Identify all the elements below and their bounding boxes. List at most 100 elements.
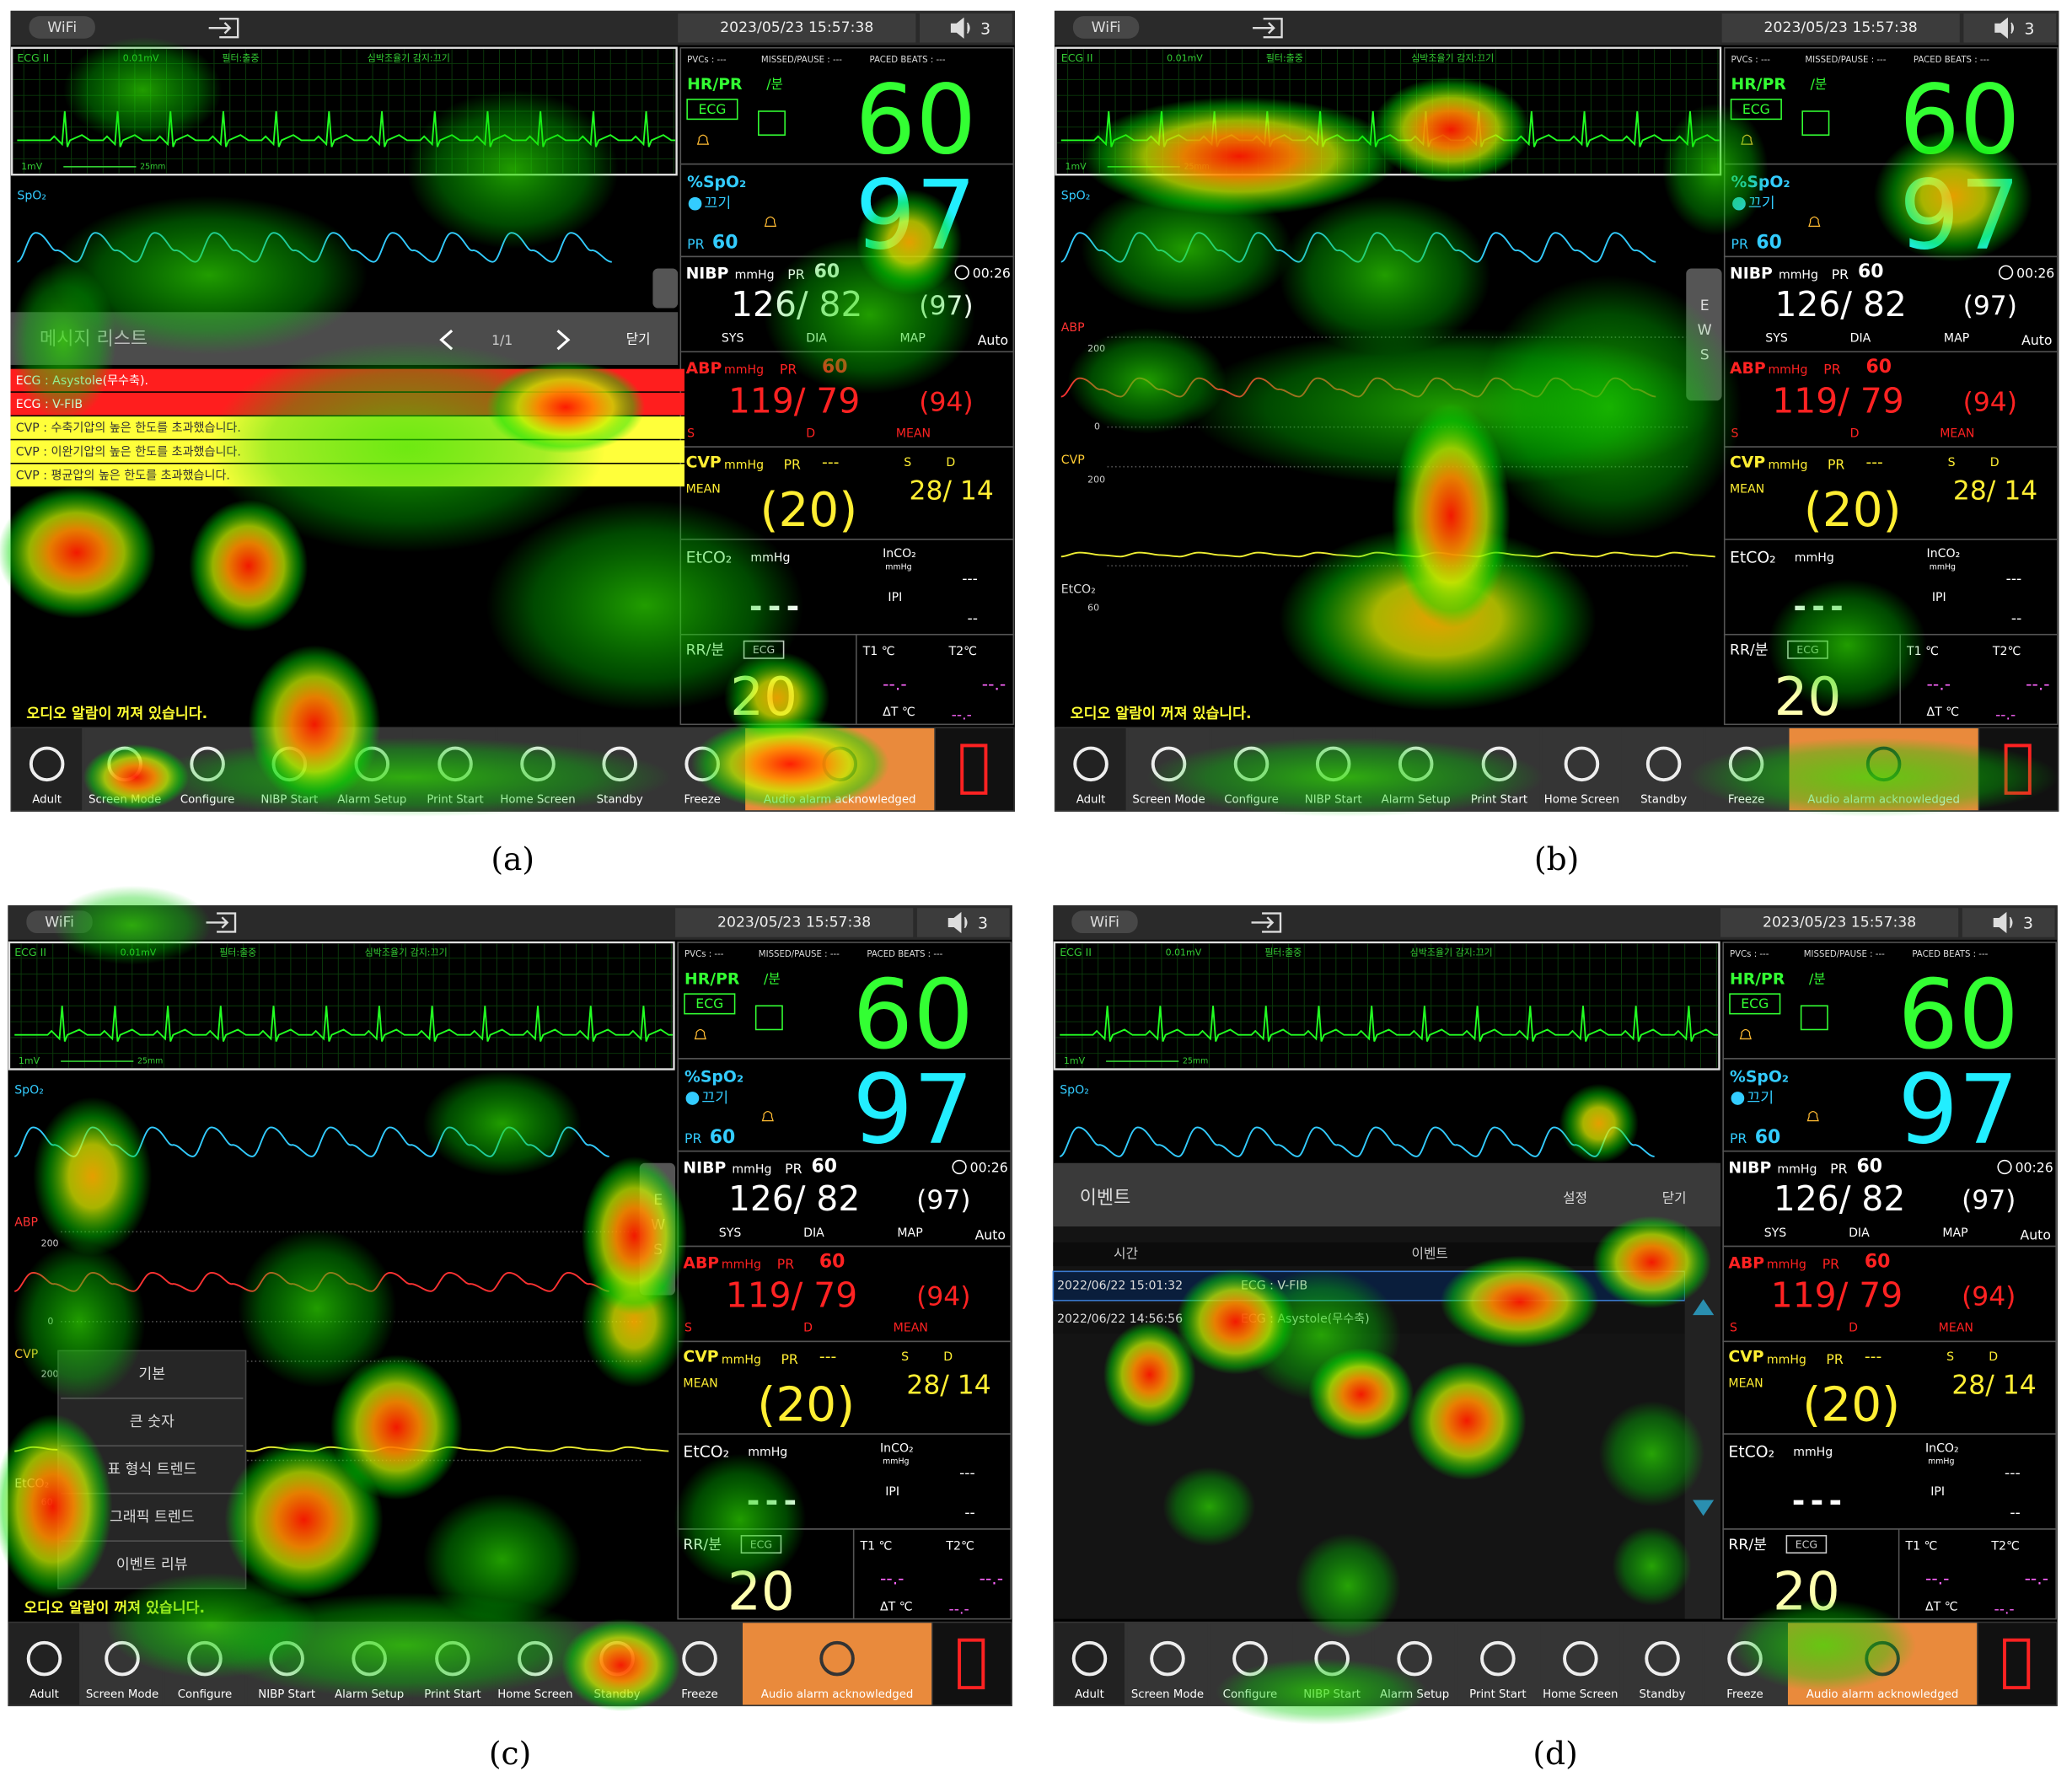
inco2-value: ---	[2005, 1465, 2021, 1482]
toolbar-label: Configure	[180, 794, 235, 807]
toolbar-button[interactable]	[1540, 1623, 1620, 1705]
nibp-value: 126/ 82	[1774, 1178, 1905, 1219]
ews-tab	[652, 268, 679, 309]
nibp-pr-label: PR	[787, 266, 804, 282]
ipi-value: --	[967, 610, 977, 627]
ipi-value: --	[2010, 1505, 2020, 1521]
toolbar-label: Adult	[1076, 794, 1106, 807]
toolbar-label: Print Start	[1471, 794, 1527, 807]
exit-icon	[208, 18, 239, 39]
nibp-timer: 00:26	[2016, 1160, 2053, 1176]
cvp-scale-max: 200	[41, 1369, 59, 1380]
t1-label: T1 ℃	[862, 645, 895, 658]
ecg-filter: 필터:출중	[1266, 52, 1303, 63]
cvp-label: CVP	[1730, 453, 1765, 471]
toolbar-label: Adult	[30, 1688, 59, 1701]
nibp-pr: 60	[1856, 1156, 1882, 1177]
spo2-pr: 60	[1755, 1127, 1781, 1148]
cvp-pr: ---	[819, 1349, 836, 1366]
toolbar-button[interactable]	[1457, 1623, 1538, 1705]
toolbar-icon	[1480, 1640, 1516, 1677]
rr-label: RR/분	[1728, 1537, 1767, 1554]
missed-pause: MISSED/PAUSE : ---	[1804, 950, 1885, 959]
abp-pr: 60	[1865, 1251, 1891, 1272]
toolbar-label: Adult	[32, 794, 62, 807]
toolbar-icon	[26, 1640, 62, 1677]
toolbar-button[interactable]	[12, 728, 83, 811]
toolbar-button[interactable]	[742, 1623, 932, 1705]
abp-unit: mmHg	[1768, 363, 1807, 377]
volume-box	[1963, 13, 2057, 43]
spo2-label: %SpO₂	[687, 174, 746, 191]
t2-label: T2℃	[1990, 1539, 2019, 1553]
toolbar-label: Home Screen	[497, 1688, 572, 1701]
cvp-mean-label: MEAN	[683, 1377, 717, 1391]
volume-box	[1962, 908, 2055, 937]
abp-mean: (94)	[1962, 1282, 2016, 1312]
spo2-pr-label: PR	[687, 236, 704, 252]
parameter-box	[679, 46, 1015, 165]
battery-icon	[958, 1638, 985, 1690]
menu-item: 표 형식 트렌드	[107, 1461, 196, 1478]
toolbar-label: Standby	[1640, 794, 1687, 807]
toolbar-button[interactable]	[1054, 1623, 1125, 1705]
abp-mean: (94)	[919, 387, 973, 417]
inco2-unit: mmHg	[1928, 1457, 1954, 1467]
ecg-pacer: 심박조율기 감지:끄기	[1410, 947, 1493, 958]
nibp-unit: mmHg	[1777, 1163, 1817, 1177]
spo2-pr: 60	[712, 233, 738, 254]
abp-pr-label: PR	[780, 362, 797, 378]
parameter-box	[677, 942, 1012, 1060]
cvp-value: 28/ 14	[1953, 475, 2037, 506]
hr-source-box	[686, 99, 738, 121]
menu-item: 이벤트 리뷰	[116, 1556, 188, 1573]
inco2-value: ---	[2006, 571, 2022, 588]
datetime: 2023/05/23 15:57:38	[717, 914, 871, 931]
cvp-pr: ---	[822, 453, 839, 471]
abp-scale-min: 0	[47, 1316, 53, 1327]
hr-source-box	[684, 993, 736, 1015]
pvcs: PVCs : ---	[1731, 56, 1771, 65]
nibp-label: NIBP	[683, 1160, 726, 1178]
toolbar-label: Print Start	[424, 1688, 480, 1701]
toolbar-button[interactable]	[8, 1623, 80, 1705]
abp-mean-label: MEAN	[1940, 427, 1974, 440]
inco2-label: InCO₂	[883, 547, 916, 561]
spo2-wave	[1059, 1126, 1655, 1157]
toolbar-icon	[1073, 746, 1108, 782]
close-button: 닫기	[1662, 1190, 1687, 1206]
abp-scale-max: 200	[41, 1237, 59, 1248]
t2-value: --.-	[980, 1569, 1004, 1589]
inco2-label: InCO₂	[1927, 547, 1961, 561]
toolbar-button[interactable]	[1623, 1623, 1703, 1705]
rr-label: RR/분	[686, 642, 725, 659]
hr-unit: /분	[766, 76, 783, 92]
toolbar-button[interactable]	[1055, 728, 1126, 811]
toolbar-label: Print Start	[1469, 1688, 1526, 1701]
nibp-mean: (97)	[1963, 291, 2017, 321]
menu-item: 기본	[138, 1366, 165, 1383]
nibp-mode: Auto	[978, 332, 1008, 348]
ecg-scale-mm: 25mm	[1184, 162, 1210, 171]
ecg-pacer: 심박조율기 감지:끄기	[368, 52, 450, 63]
paced-beats: PACED BEATS : ---	[867, 950, 942, 959]
abp-wave-label: ABP	[14, 1215, 38, 1229]
abp-pr-label: PR	[777, 1256, 794, 1272]
toolbar-button[interactable]	[1127, 1623, 1208, 1705]
abp-mean: (94)	[916, 1282, 970, 1312]
close-button: 닫기	[626, 331, 651, 347]
toolbar-button[interactable]	[1542, 728, 1622, 811]
nibp-unit: mmHg	[1779, 268, 1818, 282]
spo2-value: 97	[852, 1054, 974, 1166]
ecg-lead: ECG II	[1061, 51, 1093, 64]
settings-button: 설정	[1563, 1190, 1587, 1206]
ecg-scale-mv: 1mV	[21, 161, 43, 172]
spo2-label: %SpO₂	[684, 1068, 743, 1086]
panel-label: (a)	[491, 840, 534, 877]
toolbar-label: Configure	[1224, 794, 1279, 807]
volume: 3	[978, 915, 988, 933]
hr-value: 60	[852, 959, 974, 1071]
alarm-icon	[761, 1111, 774, 1122]
cvp-unit: mmHg	[1768, 459, 1807, 472]
